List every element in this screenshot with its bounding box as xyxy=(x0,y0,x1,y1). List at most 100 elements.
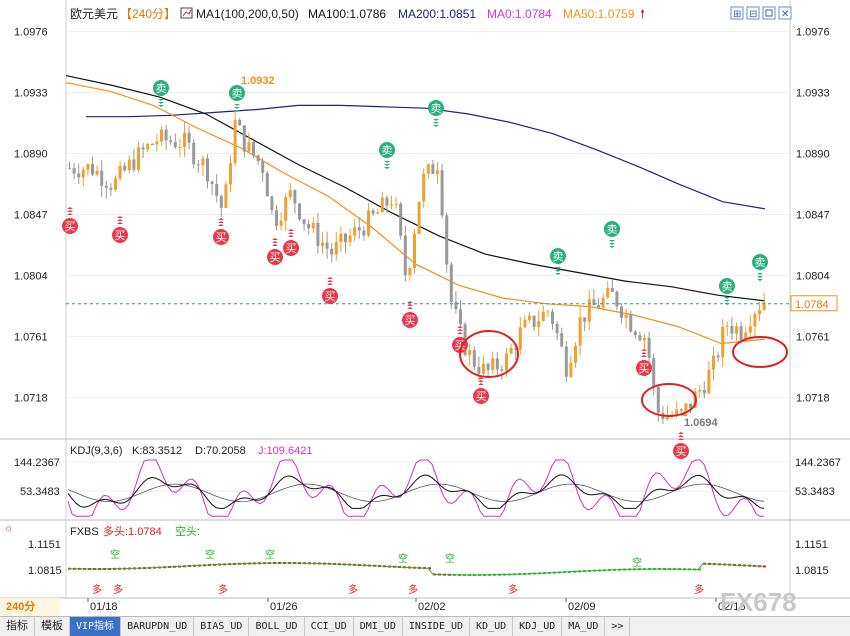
circle-annotation-2 xyxy=(641,383,697,417)
tab-indicators[interactable]: 指标 xyxy=(0,617,35,636)
candle-body xyxy=(385,197,389,206)
candle-body xyxy=(698,390,702,392)
fxbs-bar xyxy=(428,567,431,570)
fxbs-long-signal: 多 xyxy=(113,583,123,596)
tab-cci[interactable]: CCI_UD xyxy=(305,617,354,636)
kdj-right-tick-mid: 53.3483 xyxy=(795,486,835,498)
buy-arrow-icon xyxy=(457,332,463,334)
candle-body xyxy=(551,311,554,324)
candle-body xyxy=(679,409,683,411)
current-price-box xyxy=(790,295,838,312)
tab-vip-indicators[interactable]: VIP指标 xyxy=(70,617,122,636)
buy-signal-marker xyxy=(673,443,689,459)
kdj-d-value: D:70.2058 xyxy=(195,445,246,457)
sell-signal-label: 卖 xyxy=(431,102,442,115)
right-price-tick-label: 1.0847 xyxy=(796,209,830,221)
zoom-out-icon[interactable]: ⊟ xyxy=(746,6,760,20)
indicator-tab-bar: 指标 模板 VIP指标 BARUPDN_UD BIAS_UD BOLL_UD C… xyxy=(0,616,850,636)
buy-signal-marker xyxy=(267,249,283,265)
candle-body xyxy=(390,204,393,206)
candle-body xyxy=(114,178,117,190)
sell-arrow-icon xyxy=(433,125,439,127)
candle-body xyxy=(270,196,274,211)
tab-bias[interactable]: BIAS_UD xyxy=(194,617,250,636)
tab-kd[interactable]: KD_UD xyxy=(470,617,514,636)
candle-body xyxy=(206,158,209,182)
candle-body xyxy=(169,140,173,142)
sell-arrow-icon xyxy=(433,122,439,124)
candle-body xyxy=(518,327,522,350)
fxbs-settings-icon[interactable]: ☼ xyxy=(4,523,13,534)
candle-body xyxy=(615,291,619,307)
candle-body xyxy=(91,164,94,175)
candle-body xyxy=(712,355,715,370)
left-price-tick-label: 1.0718 xyxy=(14,392,48,404)
candle-body xyxy=(610,288,614,292)
date-tick-label: 02/16 xyxy=(718,601,746,613)
candle-body xyxy=(541,311,545,322)
tab-more[interactable]: >> xyxy=(605,617,631,636)
sell-signal-marker xyxy=(153,80,169,96)
close-icon[interactable]: ✕ xyxy=(778,6,792,20)
fxbs-bar xyxy=(763,565,766,568)
candle-body xyxy=(597,305,600,308)
candlesticks xyxy=(68,110,766,425)
candle-body xyxy=(353,227,357,236)
buy-signal-label: 买 xyxy=(455,339,466,352)
candle-body xyxy=(100,170,104,186)
left-price-tick-label: 1.0890 xyxy=(14,149,48,161)
sell-signal-marker xyxy=(428,100,444,116)
candle-body xyxy=(735,326,738,334)
indicator-chart-icon[interactable] xyxy=(180,7,193,19)
buy-arrow-icon xyxy=(117,216,123,218)
buy-signal-label: 买 xyxy=(286,242,297,255)
candle-body xyxy=(137,147,140,170)
buy-arrow-icon xyxy=(407,307,413,309)
buy-arrow-icon xyxy=(327,280,333,282)
ma200-value: MA200:1.0851 xyxy=(398,7,476,21)
sell-arrow-icon xyxy=(555,273,561,275)
sell-arrow-icon xyxy=(234,110,240,112)
candle-body xyxy=(293,190,297,204)
up-arrow-icon: 🠕 xyxy=(640,7,645,21)
buy-arrow-icon xyxy=(641,355,647,357)
candle-body xyxy=(196,164,200,166)
fxbs-left-tick-low: 1.0815 xyxy=(28,565,62,577)
candle-body xyxy=(141,147,145,150)
candle-body xyxy=(505,353,508,371)
sell-arrow-icon xyxy=(609,243,615,245)
tab-dmi[interactable]: DMI_UD xyxy=(354,617,403,636)
candle-body xyxy=(224,184,228,208)
candle-body xyxy=(307,223,311,229)
sell-arrow-icon xyxy=(384,167,390,169)
buy-signal-marker xyxy=(402,312,418,328)
tab-templates[interactable]: 模板 xyxy=(35,617,70,636)
tab-boll[interactable]: BOLL_UD xyxy=(249,617,305,636)
date-tick-label: 02/02 xyxy=(418,601,446,613)
candle-body xyxy=(721,326,725,358)
maximize-icon[interactable] xyxy=(762,6,776,20)
candle-body xyxy=(68,167,71,169)
tab-inside[interactable]: INSIDE_UD xyxy=(403,617,471,636)
kdj-right-tick-high: 144.2367 xyxy=(795,457,841,469)
tab-barupdn[interactable]: BARUPDN_UD xyxy=(121,617,195,636)
zoom-in-icon[interactable]: ⊞ xyxy=(730,6,744,20)
sell-arrow-icon xyxy=(234,107,240,109)
candle-body xyxy=(265,172,269,197)
sell-arrow-icon xyxy=(609,240,615,242)
timeframe-selector[interactable]: 240分 xyxy=(0,598,60,616)
chart-canvas: 欧元美元 【240分】 MA1(100,200,0,50) MA100:1.07… xyxy=(0,0,850,616)
candle-body xyxy=(357,227,361,231)
buy-arrow-icon xyxy=(272,238,278,240)
candle-body xyxy=(215,183,219,196)
buy-arrow-icon xyxy=(478,377,484,379)
sell-signal-label: 卖 xyxy=(755,256,766,269)
candle-body xyxy=(601,297,605,308)
ma200-line xyxy=(86,104,766,210)
tab-kdj[interactable]: KDJ_UD xyxy=(513,617,563,636)
tab-ma[interactable]: MA_UD xyxy=(562,617,606,636)
svg-text:⊞: ⊞ xyxy=(733,9,741,20)
candle-body xyxy=(491,358,495,371)
candle-body xyxy=(449,264,453,302)
candle-body xyxy=(666,415,669,420)
